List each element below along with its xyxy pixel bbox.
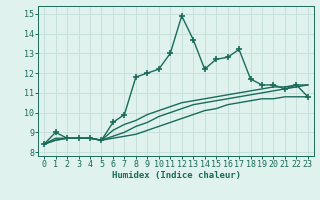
X-axis label: Humidex (Indice chaleur): Humidex (Indice chaleur) [111,171,241,180]
